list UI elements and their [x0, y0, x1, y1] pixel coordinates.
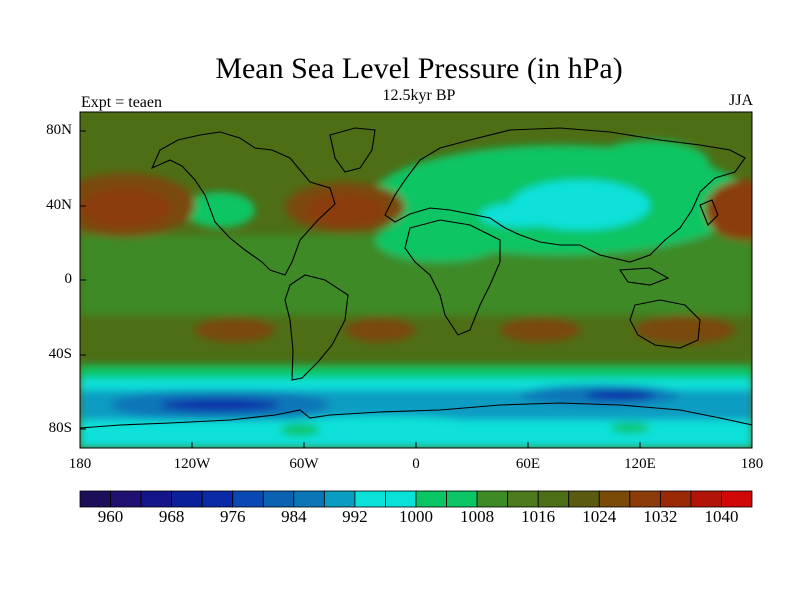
lon-label-60e: 60E	[515, 456, 541, 472]
lon-label-180w: 180	[68, 456, 92, 472]
colorbar-swatch	[385, 490, 417, 508]
colorbar-swatch	[568, 490, 600, 508]
colorbar-label: 992	[342, 507, 368, 526]
coast-south-america	[284, 274, 349, 381]
coast-africa	[404, 219, 501, 336]
colorbar-label: 968	[158, 507, 185, 526]
lon-label-180e: 180	[740, 456, 764, 472]
south-pacific-high	[195, 318, 275, 342]
coast-north-america	[150, 131, 336, 276]
lat-label-80n: 80N	[46, 122, 72, 138]
colorbar-swatch	[507, 490, 539, 508]
colorbar-swatch	[354, 490, 386, 508]
colorbar-swatch	[629, 490, 661, 508]
north-pacific-high-core	[80, 188, 170, 228]
colorbar-swatch	[659, 490, 692, 508]
colorbar-label: 1016	[521, 507, 556, 526]
colorbar-swatch	[262, 490, 295, 508]
arabian-low	[480, 203, 560, 227]
coast-indonesia	[619, 267, 670, 286]
lat-label-40s: 40S	[48, 346, 72, 362]
colorbar	[79, 490, 753, 508]
north-asia-low-region	[590, 140, 710, 190]
coast-japan	[699, 199, 719, 226]
colorbar-swatch	[171, 490, 203, 508]
colorbar-swatch	[110, 490, 142, 508]
colorbar-swatch	[201, 490, 234, 508]
pressure-field	[80, 112, 752, 448]
australia-high	[635, 316, 735, 344]
lon-label-0: 0	[412, 456, 420, 472]
coast-eurasia	[384, 127, 746, 263]
lat-label-0: 0	[64, 271, 73, 287]
colorbar-label: 984	[281, 507, 307, 526]
antarctic-east-green	[610, 423, 650, 433]
lon-label-60w: 60W	[289, 456, 319, 472]
indian-ocean-high	[500, 318, 580, 342]
colorbar-swatch	[293, 490, 325, 508]
axis-ticks	[79, 130, 753, 448]
colorbar-swatch	[140, 490, 173, 508]
colorbar-swatch	[323, 490, 356, 508]
lat-label-80s: 80S	[48, 420, 72, 436]
colorbar-label: 1008	[460, 507, 495, 526]
indian-sector-low-core	[585, 390, 655, 400]
colorbar-swatch	[415, 490, 447, 508]
colorbar-label: 976	[219, 507, 246, 526]
colorbar-swatch	[721, 490, 753, 508]
lat-label-40n: 40N	[46, 197, 72, 213]
colorbar-swatch	[537, 490, 570, 508]
colorbar-label: 960	[97, 507, 124, 526]
coastlines	[80, 127, 752, 429]
coast-greenland	[329, 127, 376, 173]
north-america-low-region	[185, 192, 255, 228]
colorbar-swatch	[598, 490, 631, 508]
colorbar-label: 1000	[399, 507, 433, 526]
season-label: JJA	[728, 92, 753, 109]
lon-label-120w: 120W	[173, 456, 211, 472]
colorbar-label: 1032	[643, 507, 678, 526]
colorbar-swatch	[446, 490, 478, 508]
colorbar-swatch	[690, 490, 722, 508]
experiment-label: Expt = teaen	[81, 94, 162, 111]
coast-australia	[629, 299, 701, 349]
chart-title: Mean Sea Level Pressure (in hPa)	[215, 52, 623, 85]
amundsen-low-core	[160, 399, 280, 411]
colorbar-swatch	[79, 490, 111, 508]
antarctic-peninsula-green	[280, 424, 320, 436]
africa-low-region	[375, 218, 505, 262]
north-pacific-high-east	[705, 180, 752, 240]
colorbar-swatch	[476, 490, 509, 508]
antarctic-cyan	[260, 416, 500, 444]
colorbar-label: 1040	[704, 507, 739, 526]
colorbar-swatch	[232, 490, 264, 508]
colorbar-label: 1024	[582, 507, 617, 526]
south-atlantic-high	[345, 318, 415, 342]
azores-high-core	[305, 194, 385, 226]
chart-subtitle: 12.5kyr BP	[382, 87, 456, 104]
lon-label-120e: 120E	[624, 456, 656, 472]
coast-antarctica	[80, 402, 752, 429]
